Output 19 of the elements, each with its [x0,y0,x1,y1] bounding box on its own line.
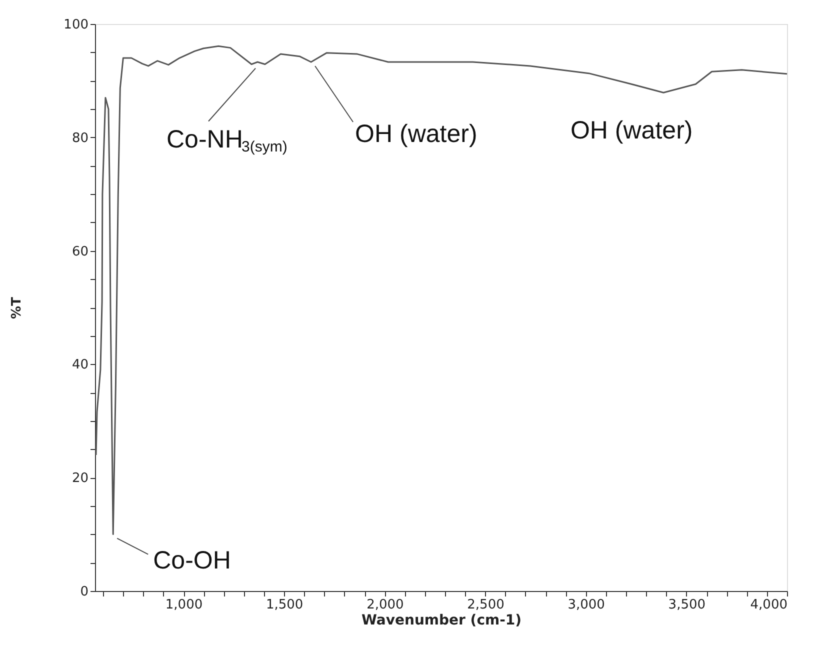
x-tick-label: 3,000 [568,598,605,612]
y-axis-title: %T [10,296,25,319]
y-tick-label: 60 [72,244,88,260]
x-tick-label: 2,500 [467,598,504,612]
x-tick-label: 1,000 [165,598,203,612]
x-tick-label: 2,000 [366,598,404,612]
annotation: OH (water) [355,120,478,148]
x-tick-label: 3,500 [668,598,706,612]
line-series [95,45,788,536]
annotation: OH (water) [570,116,693,145]
y-tick-label: 20 [72,471,88,486]
y-tick-label: 40 [72,358,88,373]
x-axis-title: Wavenumber (cm-1) [361,612,522,628]
x-tick-label: 4,000 [750,598,788,612]
x-tick-label: 1,500 [266,598,304,612]
annotation: Co-OH [153,546,231,574]
y-tick-label: 100 [64,18,88,32]
y-tick-label: 80 [72,130,88,146]
y-tick-label: 0 [80,584,88,600]
